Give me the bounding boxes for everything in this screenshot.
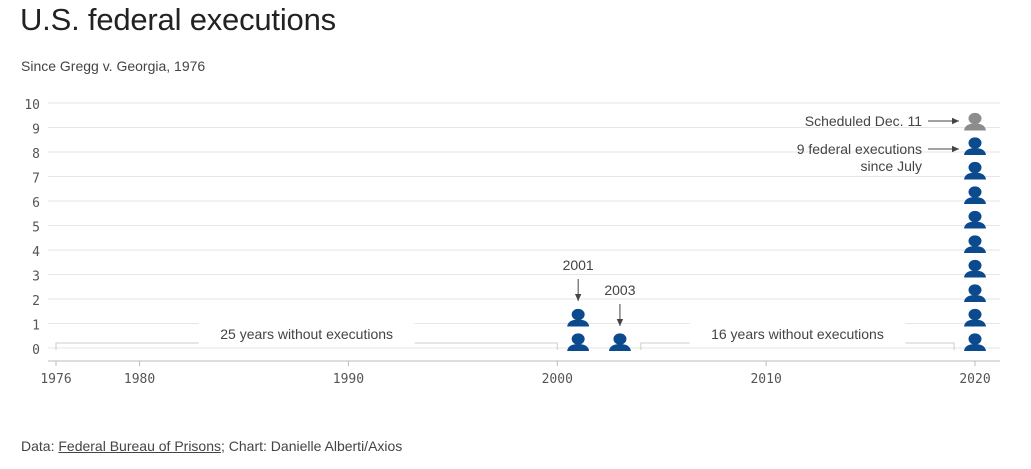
chart-footer: Data: Federal Bureau of Prisons; Chart: …	[21, 438, 402, 454]
x-tick-label-2000: 2000	[542, 372, 573, 387]
chart-subtitle: Since Gregg v. Georgia, 1976	[21, 58, 206, 74]
gap-label-bg-1	[689, 323, 906, 347]
y-tick-label-3: 3	[32, 270, 40, 285]
person-icon-2001-0	[567, 333, 590, 351]
x-tick-label-2020: 2020	[959, 372, 990, 387]
person-icon-2020-1	[964, 308, 986, 327]
person-icon-2020-5	[964, 210, 986, 229]
source-link[interactable]: Federal Bureau of Prisons	[58, 438, 221, 454]
person-icon-2020-6	[964, 186, 986, 204]
person-icon-2020-0	[964, 333, 986, 351]
person-icon-2003-0	[608, 333, 631, 351]
y-tick-label-10: 10	[24, 98, 40, 113]
y-tick-label-4: 4	[32, 245, 40, 260]
gap-label-bg-0	[198, 323, 415, 347]
annotation-since-july-line2: since July	[861, 158, 922, 174]
x-tick-label-1976: 1976	[40, 372, 71, 387]
y-tick-label-6: 6	[32, 196, 40, 211]
executions-chart: 0 1 2 3 4 5 6 7 8 9 10 1976 1980 1990 2000 2010 2020 25…	[24, 98, 1000, 387]
y-tick-label-1: 1	[32, 319, 40, 334]
annotation-scheduled: Scheduled Dec. 11	[805, 113, 922, 129]
person-icon-2020-9	[964, 112, 986, 131]
annotation-since-july-line1: 9 federal executions	[797, 141, 922, 157]
x-tick-label-1980: 1980	[124, 372, 155, 387]
y-tick-label-5: 5	[32, 221, 40, 236]
y-tick-label-9: 9	[32, 123, 40, 138]
chart-title: U.S. federal executions	[20, 2, 336, 37]
y-tick-label-7: 7	[32, 172, 40, 187]
annotation-2001: 2001	[563, 257, 594, 273]
x-tick-label-2010: 2010	[750, 372, 781, 387]
person-icon-2020-8	[964, 137, 986, 155]
person-icon-2001-1	[567, 308, 590, 327]
y-tick-label-8: 8	[32, 147, 40, 162]
y-tick-label-2: 2	[32, 294, 40, 309]
person-icon-2020-3	[964, 259, 986, 278]
gap-label-1: 16 years without executions	[711, 326, 884, 342]
y-tick-label-0: 0	[32, 343, 40, 358]
footer-prefix: Data:	[21, 438, 59, 454]
x-tick-label-1990: 1990	[333, 372, 364, 387]
annotation-2003: 2003	[604, 282, 635, 298]
person-icon-2020-2	[964, 284, 986, 302]
gap-label-0: 25 years without executions	[220, 326, 393, 342]
footer-credit: ; Chart: Danielle Alberti/Axios	[221, 438, 403, 454]
person-icon-2020-4	[964, 235, 986, 253]
person-icon-2020-7	[964, 161, 986, 180]
